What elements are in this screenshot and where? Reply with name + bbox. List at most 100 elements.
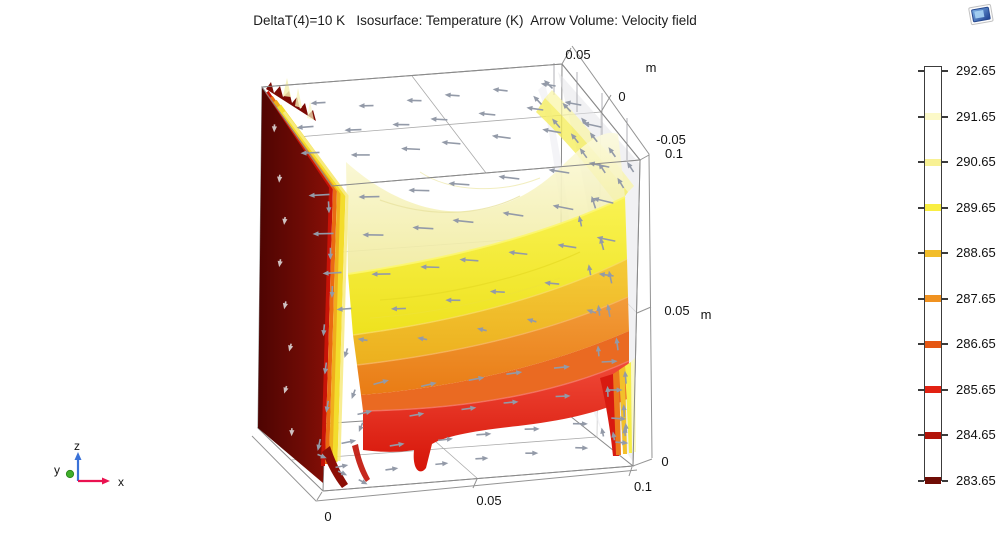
isosurface-stack xyxy=(346,132,630,472)
legend-stripe xyxy=(925,340,941,348)
velocity-arrow xyxy=(461,405,477,411)
z-axis-unit: m xyxy=(701,307,712,322)
velocity-arrow xyxy=(562,102,572,113)
velocity-arrow xyxy=(586,309,597,315)
legend-tick xyxy=(918,70,924,72)
velocity-arrow xyxy=(592,197,614,204)
velocity-arrow xyxy=(572,421,588,427)
velocity-arrow xyxy=(296,124,314,130)
velocity-arrow xyxy=(596,304,602,316)
velocity-arrow xyxy=(553,364,570,370)
velocity-arrow xyxy=(362,232,384,238)
velocity-arrow xyxy=(621,404,627,418)
x-tick-01: 0.1 xyxy=(634,479,652,494)
velocity-arrow xyxy=(329,285,335,299)
velocity-arrow xyxy=(579,148,588,159)
velocity-arrow xyxy=(271,124,278,133)
velocity-arrow xyxy=(344,127,362,133)
velocity-arrow xyxy=(543,79,554,89)
isosurface-pale-yellow xyxy=(346,132,625,274)
velocity-arrow xyxy=(358,478,368,485)
velocity-arrow xyxy=(478,111,496,117)
velocity-arrow xyxy=(452,218,474,224)
temperature-colorbar: 292.65 291.65 290.65 289.65 288.65 287.65 286.… xyxy=(916,63,1000,494)
legend-tick xyxy=(918,252,924,255)
velocity-arrow xyxy=(611,416,627,422)
velocity-arrow xyxy=(408,187,430,193)
velocity-arrow xyxy=(607,270,613,284)
velocity-arrow xyxy=(623,422,629,432)
velocity-arrow xyxy=(587,264,593,276)
y-tick-m005: -0.05 xyxy=(656,132,686,147)
y-tick-0: 0 xyxy=(618,89,625,104)
velocity-arrow xyxy=(358,422,364,432)
triad-label-z: z xyxy=(74,439,80,453)
velocity-arrow xyxy=(324,400,330,413)
plot-snapshot-icon[interactable] xyxy=(968,3,994,27)
velocity-arrow xyxy=(475,455,489,462)
legend-tick xyxy=(918,115,924,118)
velocity-arrow xyxy=(322,362,329,375)
velocity-arrow xyxy=(373,379,389,386)
velocity-arrow xyxy=(277,174,283,183)
triad-label-x: x xyxy=(118,475,124,489)
velocity-arrow xyxy=(600,427,606,437)
legend-tick xyxy=(918,161,924,164)
legend-label: 292.65 xyxy=(956,63,996,78)
legend-label: 283.65 xyxy=(956,472,996,488)
velocity-arrow xyxy=(598,162,606,174)
legend-tick xyxy=(918,343,924,346)
slab-sawtooth-fringe xyxy=(266,82,316,121)
z-tick-01: 0.1 xyxy=(665,146,683,161)
velocity-arrow xyxy=(316,438,322,451)
velocity-arrow xyxy=(615,440,629,446)
velocity-arrow xyxy=(351,389,357,399)
velocity-arrow xyxy=(498,174,520,180)
velocity-arrow xyxy=(435,461,449,467)
velocity-arrow xyxy=(288,343,294,352)
velocity-arrow xyxy=(552,204,574,211)
velocity-arrow xyxy=(524,426,540,432)
velocity-arrow xyxy=(392,122,410,128)
velocity-arrow xyxy=(544,280,560,286)
velocity-arrow xyxy=(310,100,326,106)
legend-tick xyxy=(942,388,948,391)
velocity-arrow xyxy=(350,152,370,158)
velocity-arrow-field xyxy=(271,79,635,485)
velocity-arrow xyxy=(570,133,579,144)
velocity-arrow xyxy=(282,301,288,310)
legend-tick xyxy=(942,70,948,72)
isosurface-orange-red xyxy=(361,331,629,411)
velocity-arrow xyxy=(542,127,562,134)
legend-tick xyxy=(942,206,948,209)
velocity-arrow xyxy=(441,140,461,146)
velocity-arrow xyxy=(409,411,425,417)
velocity-arrow xyxy=(289,428,295,437)
x-axis-arrow xyxy=(102,477,110,485)
legend-stripe xyxy=(925,249,941,257)
legend-label: 287.65 xyxy=(956,290,996,306)
velocity-arrow xyxy=(599,237,605,251)
velocity-arrow xyxy=(468,375,485,382)
coordinate-triad: z x y xyxy=(54,439,124,489)
isosurface-red xyxy=(363,361,629,472)
legend-tick xyxy=(918,388,924,391)
legend-tick xyxy=(942,479,948,482)
legend-tick xyxy=(942,343,948,346)
velocity-arrow xyxy=(322,270,342,276)
legend-tick xyxy=(918,434,924,437)
velocity-arrow xyxy=(341,439,357,445)
velocity-arrow xyxy=(445,297,461,303)
y-axis-dot xyxy=(65,469,75,479)
velocity-arrow xyxy=(552,118,561,129)
plot-title: DeltaT(4)=10 K Isosurface: Temperature (… xyxy=(253,13,697,28)
isosurface-yellow xyxy=(348,197,627,335)
velocity-arrow xyxy=(617,177,625,189)
velocity-arrow xyxy=(282,216,288,225)
legend-tick xyxy=(942,297,948,300)
legend-tick xyxy=(942,161,948,164)
velocity-arrow xyxy=(358,194,380,200)
legend-tick xyxy=(942,115,948,118)
